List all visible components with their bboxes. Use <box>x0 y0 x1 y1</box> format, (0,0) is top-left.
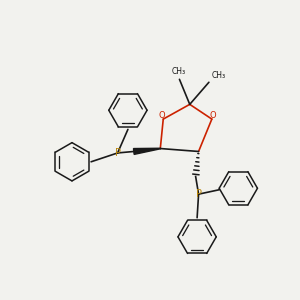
Text: P: P <box>115 148 121 158</box>
Text: O: O <box>158 111 165 120</box>
Text: CH₃: CH₃ <box>212 71 226 80</box>
Text: O: O <box>210 111 217 120</box>
Polygon shape <box>134 148 160 154</box>
Text: P: P <box>196 189 202 199</box>
Text: CH₃: CH₃ <box>172 67 186 76</box>
